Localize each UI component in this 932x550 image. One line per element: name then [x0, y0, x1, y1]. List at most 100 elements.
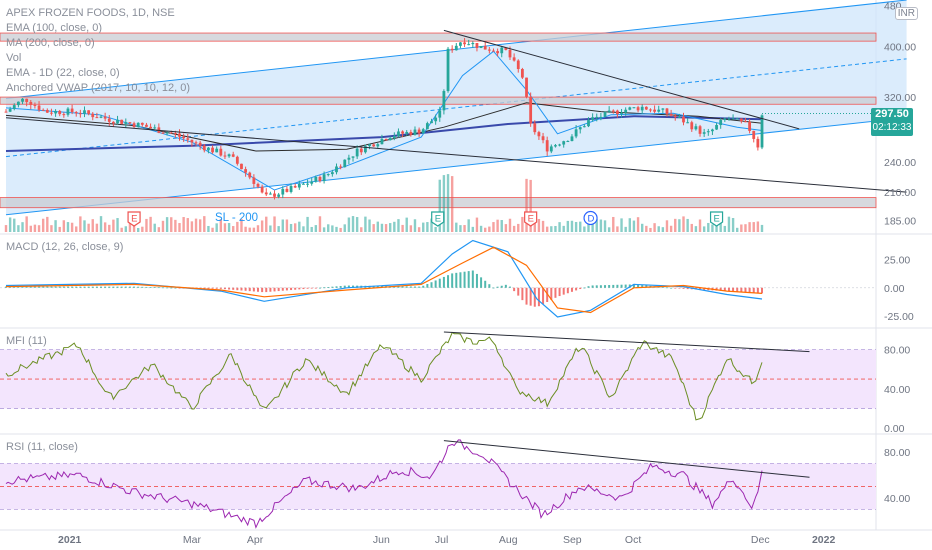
mfi-tick-label: 40.00 [884, 384, 910, 396]
volume-bar [599, 219, 603, 232]
candle-body [74, 112, 78, 114]
volume-bar [136, 227, 140, 232]
macd-histogram-bar [376, 285, 379, 288]
candle-body [107, 118, 111, 122]
candle-body [165, 132, 169, 134]
candle-body [636, 107, 640, 111]
candle-body [136, 122, 140, 127]
macd-histogram-bar [620, 284, 623, 288]
time-tick-label: Sep [563, 534, 582, 546]
volume-bar [657, 226, 660, 232]
mfi-line [5, 331, 763, 421]
macd-histogram-bar [748, 287, 751, 293]
candle-body [430, 121, 433, 124]
volume-bar [492, 222, 495, 232]
time-tick-label: 2021 [58, 534, 82, 546]
candle-body [120, 119, 124, 124]
candle-body [235, 156, 239, 164]
price-tick-label: 320.00 [884, 92, 916, 104]
macd-histogram-bar [558, 287, 561, 297]
volume-bar [740, 224, 743, 232]
volume-bar [475, 217, 479, 232]
candle-body [706, 131, 710, 133]
volume-bar [628, 218, 632, 232]
candle-body [207, 147, 210, 151]
macd-histogram-bar [575, 287, 578, 291]
rsi-legend[interactable]: RSI (11, close) [6, 440, 78, 455]
macd-legend[interactable]: MACD (12, 26, close, 9) [6, 240, 123, 255]
volume-bar [645, 225, 648, 232]
candle-body [116, 119, 119, 124]
candle-body [434, 117, 438, 122]
volume-bar [240, 219, 243, 232]
macd-histogram-bar [546, 287, 549, 302]
macd-histogram-bar [273, 287, 276, 292]
rsi-trendline [443, 440, 810, 478]
macd-histogram-bar [686, 287, 689, 290]
time-tick-label: Oct [625, 534, 641, 546]
macd-histogram-bar [632, 284, 635, 288]
volume-bar [723, 225, 727, 232]
volume-bar [744, 224, 747, 232]
candle-body [417, 129, 421, 134]
volume-bar [306, 216, 309, 232]
legend-ema22[interactable]: EMA - 1D (22, close, 0) [6, 67, 120, 79]
legend-anchored-vwap[interactable]: Anchored VWAP (2017, 10, 10, 12, 0) [6, 82, 191, 94]
volume-bar [438, 179, 441, 232]
legend-ma200[interactable]: MA (200, close, 0) [6, 37, 95, 49]
mfi-legend[interactable]: MFI (11) [6, 334, 47, 349]
rsi-title: RSI (11, close) [6, 441, 78, 453]
volume-bar [545, 226, 549, 232]
macd-histogram-bar [269, 287, 272, 292]
volume-bar [252, 227, 256, 232]
time-tick-label: Jun [373, 534, 390, 546]
chart-title[interactable]: APEX FROZEN FOODS, 1D, NSE [6, 7, 175, 19]
candle-body [103, 116, 107, 119]
macd-histogram-bar [244, 287, 247, 291]
price-tick-label: 185.00 [884, 216, 916, 228]
macd-histogram-bar [207, 287, 210, 289]
volume-bar [269, 225, 272, 232]
macd-histogram-bar [203, 287, 206, 289]
volume-bar [58, 226, 61, 232]
candle-body [25, 98, 29, 102]
macd-histogram-bar [21, 286, 24, 288]
candle-body [310, 181, 314, 184]
candle-body [95, 117, 99, 119]
candle-body [752, 130, 756, 139]
volume-bar [612, 216, 615, 232]
volume-bar [690, 223, 693, 232]
volume-bar [215, 223, 218, 232]
macd-histogram-bar [670, 287, 673, 289]
legend-ema100[interactable]: EMA (100, close, 0) [6, 22, 102, 34]
macd-histogram-bar [257, 287, 259, 292]
candle-body [702, 132, 706, 134]
legend-vol[interactable]: Vol [6, 52, 22, 64]
currency-badge[interactable]: INR [894, 7, 918, 20]
bar-countdown: 02:12:33 [872, 122, 912, 133]
volume-bar [459, 225, 462, 232]
candle-body [83, 110, 86, 114]
macd-histogram-bar [413, 286, 416, 288]
volume-bar [760, 224, 764, 232]
volume-bar [748, 222, 751, 232]
candle-body [343, 159, 347, 168]
macd-histogram-bar [170, 287, 173, 289]
volume-bar [471, 226, 475, 232]
candle-body [731, 118, 735, 120]
event-marker-2 [524, 211, 538, 227]
candle-body [665, 108, 669, 115]
macd-histogram-bar [161, 287, 164, 289]
volume-bar [273, 216, 276, 232]
volume-bar [182, 217, 185, 232]
volume-bar [517, 223, 520, 232]
macd-histogram-bar [447, 275, 450, 288]
volume-bar [46, 216, 49, 232]
candle-body [748, 121, 752, 131]
volume-bar [244, 226, 247, 232]
candle-body [554, 145, 557, 147]
candle-body [33, 104, 37, 106]
channel-fill [6, 0, 907, 215]
volume-bar [620, 218, 623, 232]
